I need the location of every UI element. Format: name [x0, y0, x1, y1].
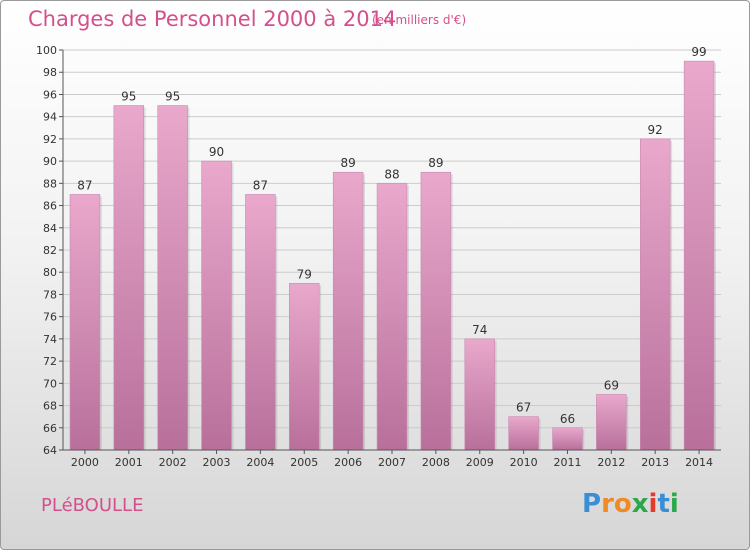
y-tick-label: 72 — [43, 355, 57, 368]
data-label: 67 — [516, 401, 531, 415]
chart-unit-note: (en milliers d'€) — [372, 13, 467, 27]
data-label: 87 — [253, 178, 268, 192]
data-label: 95 — [165, 90, 180, 104]
data-label: 89 — [340, 156, 355, 170]
data-label: 74 — [472, 323, 487, 337]
data-label: 95 — [121, 90, 136, 104]
bar-2004 — [245, 194, 276, 451]
y-tick-label: 78 — [43, 288, 57, 301]
y-tick-label: 96 — [43, 88, 57, 101]
labels: 64 66 68 70 72 74 76 78 80 82 84 86 88 90 92 94 96 98 100 8… — [36, 44, 713, 469]
x-tick-label: 2003 — [203, 456, 231, 469]
x-tick-label: 2004 — [246, 456, 274, 469]
proxiti-logo: Proxiti — [582, 489, 679, 519]
bars — [69, 60, 716, 451]
logo-letter: x — [631, 489, 649, 519]
bar-2012 — [596, 394, 627, 451]
x-tick-label: 2010 — [510, 456, 538, 469]
y-tick-label: 84 — [43, 222, 57, 235]
x-tick-label: 2005 — [290, 456, 318, 469]
bar-2002 — [157, 105, 188, 451]
data-label: 88 — [384, 167, 399, 181]
y-tick-label: 74 — [43, 333, 57, 346]
y-tick-label: 98 — [43, 66, 57, 79]
x-tick-label: 2001 — [115, 456, 143, 469]
data-label: 79 — [297, 267, 312, 281]
y-tick-label: 100 — [36, 44, 57, 57]
logo-letter: o — [613, 489, 632, 519]
bar-2006 — [332, 171, 364, 451]
x-tick-label: 2008 — [422, 456, 450, 469]
bar-2001 — [113, 105, 145, 451]
y-tick-label: 76 — [43, 311, 57, 324]
chart-title: Charges de Personnel 2000 à 2014 — [28, 7, 397, 31]
bar-2014 — [683, 60, 715, 451]
x-tick-label: 2012 — [597, 456, 625, 469]
bar-2005 — [289, 283, 320, 451]
logo-letter: r — [601, 489, 614, 519]
x-tick-label: 2006 — [334, 456, 362, 469]
data-label: 89 — [428, 156, 443, 170]
y-tick-label: 70 — [43, 377, 57, 390]
x-tick-label: 2007 — [378, 456, 406, 469]
commune-name: PLéBOULLE — [41, 495, 144, 516]
bar-2010 — [508, 416, 539, 451]
bar-2011 — [552, 427, 583, 451]
y-tick-label: 88 — [43, 177, 57, 190]
y-tick-label: 68 — [43, 400, 57, 413]
x-tick-label: 2011 — [553, 456, 581, 469]
logo-letter: i — [669, 489, 679, 519]
data-label: 66 — [560, 412, 575, 426]
bar-2003 — [201, 160, 232, 451]
y-tick-label: 80 — [43, 266, 57, 279]
logo-letter: i — [648, 489, 658, 519]
bar-2000 — [69, 194, 101, 451]
x-tick-label: 2009 — [466, 456, 494, 469]
data-label: 99 — [691, 45, 706, 59]
y-tick-label: 66 — [43, 422, 57, 435]
x-tick-label: 2013 — [641, 456, 669, 469]
data-label: 92 — [648, 123, 663, 137]
logo-letter: t — [657, 489, 670, 519]
y-tick-label: 82 — [43, 244, 57, 257]
logo-letter: P — [582, 489, 602, 519]
y-tick-label: 92 — [43, 133, 57, 146]
data-label: 69 — [604, 378, 619, 392]
bar-2009 — [464, 338, 495, 451]
data-label: 90 — [209, 145, 224, 159]
x-tick-label: 2014 — [685, 456, 713, 469]
axes — [59, 49, 721, 454]
bar-2007 — [376, 183, 408, 451]
bar-2013 — [639, 138, 671, 451]
x-tick-label: 2002 — [159, 456, 187, 469]
y-tick-label: 94 — [43, 111, 57, 124]
data-label: 87 — [77, 178, 92, 192]
bar-2008 — [420, 171, 452, 451]
y-tick-label: 64 — [43, 444, 57, 457]
y-tick-label: 90 — [43, 155, 57, 168]
x-tick-label: 2000 — [71, 456, 99, 469]
y-tick-label: 86 — [43, 200, 57, 213]
